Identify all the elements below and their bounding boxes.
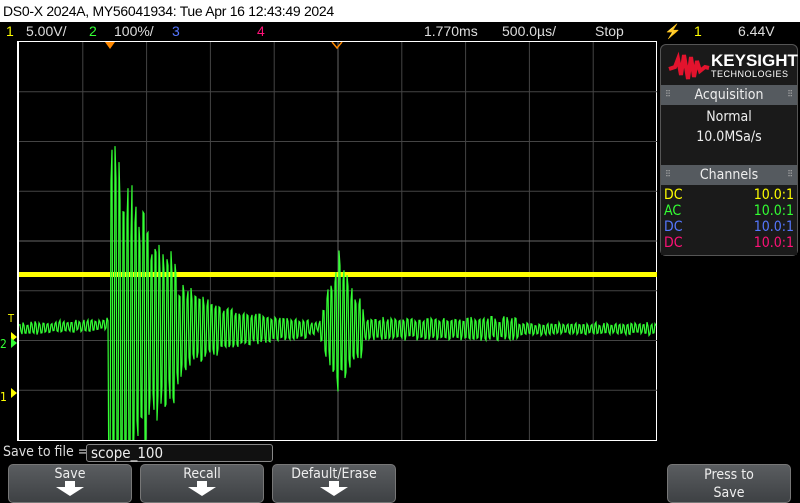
- keysight-logo: KEYSIGHT TECHNOLOGIES: [661, 45, 798, 85]
- channels-list: DC 10.0:1 AC 10.0:1 DC 10.0:1 DC 10.0:1: [661, 185, 797, 255]
- save-softkey[interactable]: Save: [8, 464, 132, 503]
- recall-softkey[interactable]: Recall: [140, 464, 264, 503]
- softkey-label: Recall: [183, 466, 221, 482]
- press-to-save-softkey[interactable]: Press to Save: [667, 464, 791, 503]
- run-state[interactable]: Stop: [595, 23, 624, 39]
- channel-row-4: DC 10.0:1: [664, 235, 794, 251]
- channel-row-3: DC 10.0:1: [664, 219, 794, 235]
- svg-text:2: 2: [0, 337, 7, 351]
- svg-text:T: T: [7, 312, 15, 325]
- time-reference-marker: [331, 42, 343, 50]
- channel-row-2: AC 10.0:1: [664, 203, 794, 219]
- waveform-svg: [19, 42, 657, 440]
- ch2-scale[interactable]: 100%/: [114, 23, 154, 39]
- ch1-scale[interactable]: 5.00V/: [26, 23, 67, 39]
- default-erase-softkey[interactable]: Default/Erase: [272, 464, 396, 503]
- ch1-ground-marker[interactable]: 1: [0, 388, 17, 404]
- trigger-source[interactable]: 1: [694, 23, 702, 39]
- svg-text:1: 1: [0, 390, 7, 404]
- arrow-down-icon: [188, 481, 216, 496]
- softkey-label-2: Save: [713, 485, 745, 501]
- probe: 10.0:1: [753, 203, 794, 219]
- arrow-down-icon: [320, 481, 348, 496]
- window-title: DS0-X 2024A, MY56041934: Tue Apr 16 12:4…: [0, 0, 800, 22]
- ch4-number[interactable]: 4: [257, 23, 265, 39]
- acquisition-header[interactable]: Acquisition: [661, 85, 797, 105]
- trigger-level-marker[interactable]: T: [7, 312, 17, 342]
- probe: 10.0:1: [753, 219, 794, 235]
- trigger-level[interactable]: 6.44V: [738, 23, 775, 39]
- waveform-display[interactable]: [17, 41, 657, 441]
- channel-markers: T 2 1: [0, 312, 17, 404]
- ch2-number[interactable]: 2: [89, 23, 97, 39]
- time-scale[interactable]: 500.0µs/: [502, 23, 556, 39]
- time-delay[interactable]: 1.770ms: [424, 23, 478, 39]
- logo-sub: TECHNOLOGIES: [711, 69, 789, 79]
- channel-row-1: DC 10.0:1: [664, 187, 794, 203]
- coupling: DC: [664, 219, 683, 235]
- channels-header[interactable]: Channels: [661, 165, 797, 185]
- ch1-number[interactable]: 1: [6, 23, 14, 39]
- logo-brand: KEYSIGHT: [711, 51, 798, 70]
- coupling: DC: [664, 187, 683, 203]
- probe: 10.0:1: [753, 187, 794, 203]
- ch2-trace: [19, 146, 657, 440]
- rising-edge-icon: ⚡: [664, 23, 682, 39]
- coupling: AC: [664, 203, 682, 219]
- trigger-position-marker: [105, 42, 115, 49]
- status-bar: 1 5.00V/ 2 100%/ 3 4 1.770ms 500.0µs/ St…: [0, 22, 800, 41]
- ch3-number[interactable]: 3: [172, 23, 180, 39]
- ch1-trace: [19, 272, 657, 277]
- softkey-label: Press to: [704, 467, 754, 483]
- side-panel: KEYSIGHT TECHNOLOGIES Acquisition Normal…: [660, 44, 798, 256]
- keysight-wave-icon: [668, 51, 710, 80]
- coupling: DC: [664, 235, 683, 251]
- acquisition-mode: Normal: [706, 109, 752, 125]
- softkey-label: Default/Erase: [291, 466, 377, 482]
- save-to-file-label: Save to file =: [3, 444, 89, 460]
- arrow-down-icon: [56, 481, 84, 496]
- acquisition-info: Normal 10.0MSa/s: [661, 105, 797, 165]
- probe: 10.0:1: [753, 235, 794, 251]
- sample-rate: 10.0MSa/s: [696, 129, 762, 145]
- softkey-label: Save: [54, 466, 86, 482]
- filename-field[interactable]: scope_100: [86, 444, 273, 462]
- ch2-ground-marker[interactable]: 2: [0, 337, 17, 351]
